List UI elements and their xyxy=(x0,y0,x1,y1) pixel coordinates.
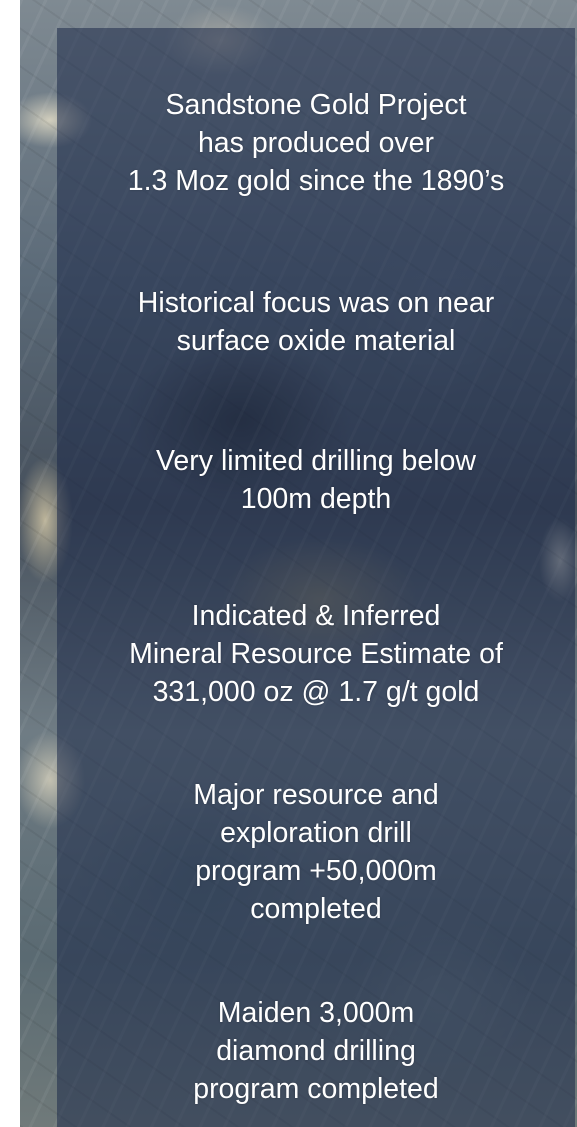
fact-line: Mineral Resource Estimate of xyxy=(129,638,503,670)
fact-line: Indicated & Inferred xyxy=(191,600,441,632)
fact-line: surface oxide material xyxy=(176,325,456,357)
fact-line: program completed xyxy=(193,1073,439,1105)
fact-line: Sandstone Gold Project xyxy=(165,89,467,121)
fact-drilling-depth: Very limited drilling below 100m depth xyxy=(57,442,575,518)
fact-drill-program: Major resource and exploration drill pro… xyxy=(57,776,575,928)
fact-line: Very limited drilling below xyxy=(156,445,476,477)
fact-diamond-drilling: Maiden 3,000m diamond drilling program c… xyxy=(57,994,575,1108)
fact-line: 100m depth xyxy=(240,483,392,515)
fact-line: diamond drilling xyxy=(216,1035,416,1067)
fact-line: exploration drill xyxy=(220,817,412,849)
fact-line: Historical focus was on near xyxy=(137,287,495,319)
fact-line: has produced over xyxy=(197,127,435,159)
fact-line: 331,000 oz @ 1.7 g/t gold xyxy=(152,676,480,708)
fact-line: program +50,000m xyxy=(195,855,437,887)
fact-line: Maiden 3,000m xyxy=(217,997,415,1029)
core-sample-background: Sandstone Gold Project has produced over… xyxy=(20,0,577,1127)
text-panel: Sandstone Gold Project has produced over… xyxy=(57,28,575,1127)
fact-production: Sandstone Gold Project has produced over… xyxy=(57,86,575,200)
fact-line: completed xyxy=(250,893,382,925)
fact-historical-focus: Historical focus was on near surface oxi… xyxy=(57,284,575,360)
fact-resource-estimate: Indicated & Inferred Mineral Resource Es… xyxy=(57,597,575,711)
fact-line: 1.3 Moz gold since the 1890’s xyxy=(127,165,505,197)
fact-line: Major resource and xyxy=(193,779,439,811)
